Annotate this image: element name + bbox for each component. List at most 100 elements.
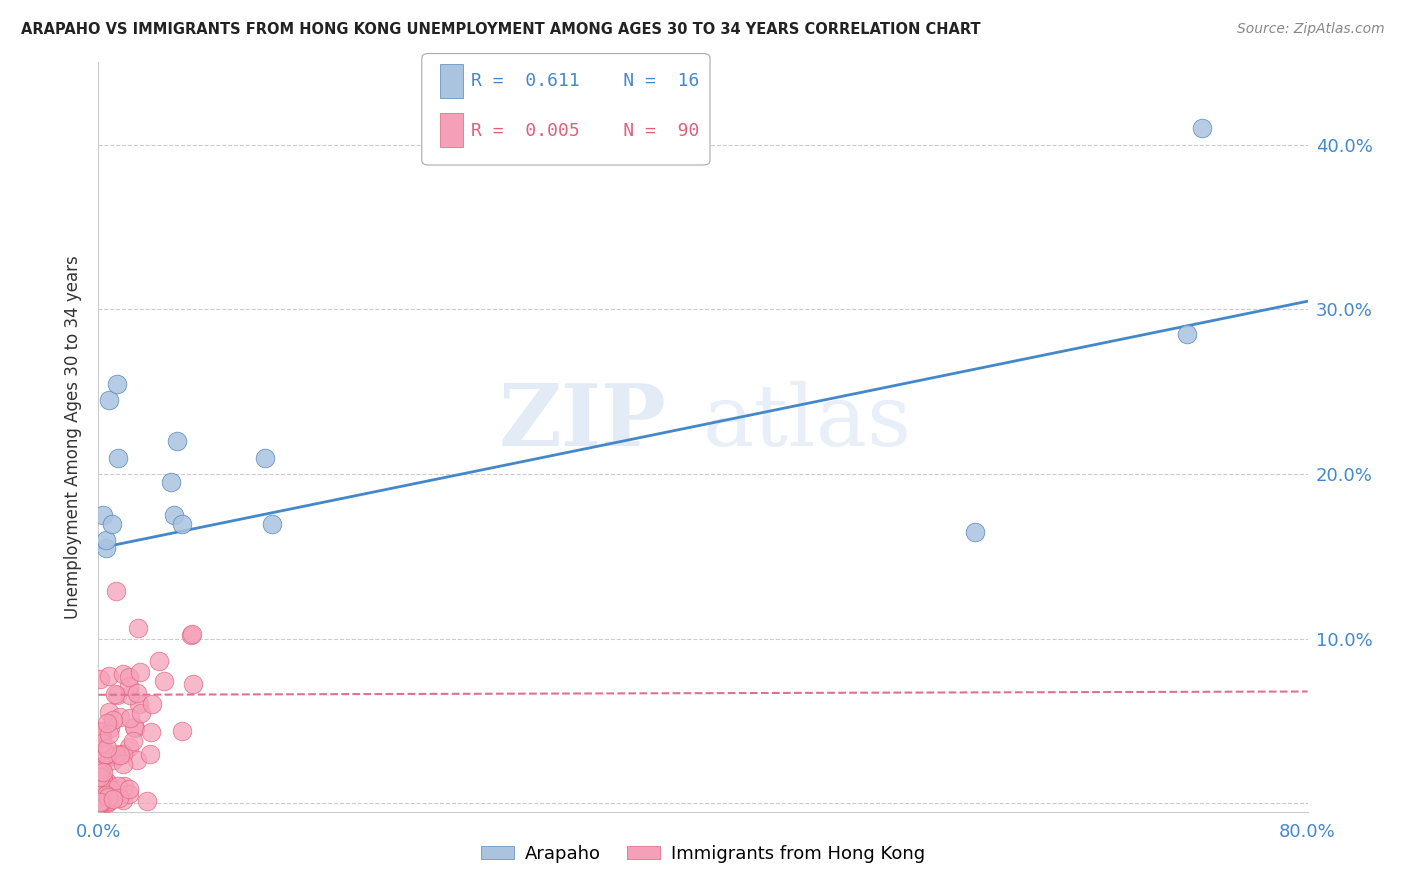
Point bbox=[89, 795, 111, 809]
Point bbox=[128, 697, 150, 711]
Point bbox=[89, 672, 111, 686]
Point bbox=[94, 784, 117, 798]
Point bbox=[94, 789, 117, 803]
Point bbox=[105, 688, 128, 702]
Point bbox=[101, 792, 124, 806]
Point bbox=[90, 739, 112, 753]
Point bbox=[135, 794, 157, 808]
Point bbox=[104, 687, 127, 701]
Point bbox=[94, 541, 117, 556]
Y-axis label: Unemployment Among Ages 30 to 34 years: Unemployment Among Ages 30 to 34 years bbox=[65, 255, 83, 619]
Point bbox=[96, 715, 118, 730]
Point bbox=[110, 709, 132, 723]
Point bbox=[91, 784, 114, 798]
Point bbox=[148, 654, 170, 668]
Point bbox=[1175, 327, 1198, 342]
Point bbox=[160, 475, 183, 490]
Point bbox=[89, 790, 111, 805]
Point bbox=[98, 779, 121, 793]
Point bbox=[91, 508, 114, 523]
Point bbox=[89, 795, 111, 809]
Point bbox=[91, 783, 114, 797]
Point bbox=[91, 774, 114, 789]
Point bbox=[97, 706, 120, 720]
Point bbox=[118, 782, 141, 797]
Point bbox=[90, 780, 112, 795]
Point bbox=[112, 747, 135, 761]
Point bbox=[91, 794, 114, 808]
Point bbox=[118, 670, 141, 684]
Point bbox=[96, 741, 118, 756]
Point bbox=[107, 450, 129, 465]
Point bbox=[89, 770, 111, 784]
Point bbox=[122, 720, 145, 734]
Point bbox=[138, 747, 160, 762]
Point bbox=[97, 790, 120, 805]
Point bbox=[105, 747, 128, 761]
Point bbox=[153, 673, 176, 688]
Point bbox=[118, 688, 141, 702]
Point bbox=[1191, 121, 1213, 136]
Point bbox=[90, 777, 112, 791]
Point bbox=[89, 789, 111, 803]
Point bbox=[180, 628, 202, 642]
Point bbox=[181, 677, 204, 691]
Point bbox=[100, 783, 122, 797]
Text: ZIP: ZIP bbox=[499, 380, 666, 464]
Point bbox=[100, 721, 122, 735]
Point bbox=[111, 666, 134, 681]
Point bbox=[91, 772, 114, 786]
Point bbox=[98, 780, 121, 795]
Point bbox=[96, 747, 118, 762]
Point bbox=[105, 376, 128, 391]
Point bbox=[124, 721, 146, 735]
Point bbox=[103, 713, 125, 727]
Text: ARAPAHO VS IMMIGRANTS FROM HONG KONG UNEMPLOYMENT AMONG AGES 30 TO 34 YEARS CORR: ARAPAHO VS IMMIGRANTS FROM HONG KONG UNE… bbox=[21, 22, 981, 37]
Point bbox=[101, 516, 124, 531]
Point bbox=[90, 736, 112, 750]
Point bbox=[112, 793, 135, 807]
Point bbox=[91, 795, 114, 809]
Point bbox=[98, 669, 121, 683]
Point bbox=[90, 761, 112, 775]
Text: atlas: atlas bbox=[703, 381, 912, 464]
Point bbox=[139, 725, 162, 739]
Point bbox=[262, 516, 284, 531]
Point bbox=[107, 791, 129, 805]
Point bbox=[118, 740, 141, 755]
Text: R =  0.611    N =  16: R = 0.611 N = 16 bbox=[471, 72, 699, 90]
Legend: Arapaho, Immigrants from Hong Kong: Arapaho, Immigrants from Hong Kong bbox=[474, 838, 932, 870]
Point bbox=[127, 686, 149, 700]
Point bbox=[104, 748, 127, 763]
Point bbox=[118, 788, 141, 802]
Point bbox=[90, 731, 112, 745]
Point bbox=[107, 779, 129, 793]
Point bbox=[118, 679, 141, 693]
Point bbox=[89, 764, 111, 779]
Point bbox=[89, 782, 111, 797]
Point bbox=[98, 392, 121, 407]
Point bbox=[127, 753, 149, 767]
Point bbox=[141, 698, 163, 712]
Point bbox=[108, 748, 131, 763]
Point bbox=[129, 706, 152, 720]
Point bbox=[965, 524, 987, 539]
Point bbox=[127, 621, 149, 635]
Point bbox=[94, 533, 117, 547]
Point bbox=[89, 760, 111, 774]
Point bbox=[97, 794, 120, 808]
Point bbox=[111, 756, 134, 771]
Text: Source: ZipAtlas.com: Source: ZipAtlas.com bbox=[1237, 22, 1385, 37]
Point bbox=[94, 795, 117, 809]
Point bbox=[93, 764, 115, 779]
Point bbox=[101, 753, 124, 767]
Point bbox=[104, 748, 127, 763]
Point bbox=[128, 665, 150, 680]
Point bbox=[122, 734, 145, 748]
Point bbox=[253, 450, 276, 465]
Point bbox=[91, 760, 114, 774]
Point bbox=[93, 747, 115, 762]
Point bbox=[97, 727, 120, 741]
Point bbox=[90, 754, 112, 768]
Point bbox=[118, 710, 141, 724]
